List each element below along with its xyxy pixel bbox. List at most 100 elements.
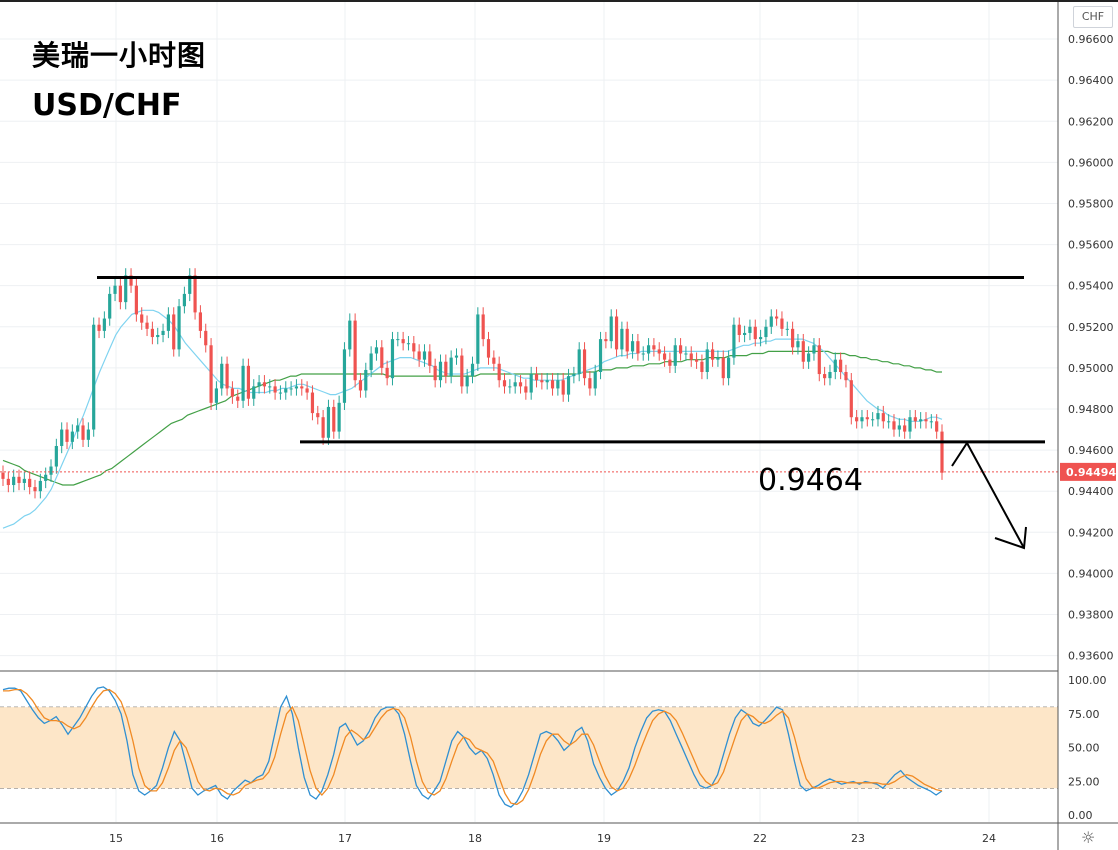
candle-body: [871, 419, 875, 421]
chart-annotation-title: 美瑞一小时图: [32, 39, 207, 72]
candle-body: [428, 351, 432, 366]
x-tick-label: 22: [753, 832, 767, 845]
candle-body: [374, 347, 379, 354]
candle-body: [828, 371, 832, 379]
candle-body: [108, 293, 112, 319]
candle-body: [60, 429, 64, 446]
candle-body: [630, 341, 635, 352]
stochastic-band: [0, 707, 1058, 789]
candle-body: [833, 359, 837, 372]
candle-body: [769, 316, 773, 327]
candle-body: [156, 335, 160, 338]
candle-body: [561, 380, 565, 395]
candle-body: [636, 341, 640, 354]
candle-body: [598, 339, 603, 372]
candle-body: [172, 314, 176, 350]
candle-body: [220, 363, 224, 389]
candle-body: [380, 347, 384, 368]
candle-body: [369, 353, 373, 370]
candle-body: [513, 382, 517, 387]
candle-body: [150, 328, 154, 338]
candle-body: [417, 351, 421, 360]
candle-body: [300, 386, 304, 389]
candle-body: [390, 339, 395, 379]
candle-body: [502, 380, 507, 387]
candle-body: [614, 316, 619, 350]
y-tick-label: 0.94400: [1068, 485, 1114, 498]
candle-body: [609, 316, 613, 342]
stoch-y-tick-label: 75.00: [1068, 708, 1100, 721]
candle-body: [6, 478, 10, 486]
candle-body: [497, 363, 501, 381]
candle-body: [849, 380, 853, 418]
candle-body: [406, 343, 411, 345]
stoch-y-tick-label: 100.00: [1068, 674, 1107, 687]
candle-body: [593, 371, 597, 389]
candle-body: [289, 388, 293, 390]
candle-body: [273, 386, 277, 393]
candle-body: [855, 417, 859, 422]
candle-body: [748, 326, 752, 333]
candle-body: [897, 425, 901, 430]
candle-body: [839, 359, 843, 372]
candle-body: [204, 330, 208, 346]
candle-body: [262, 382, 267, 387]
candle-body: [161, 330, 165, 335]
candle-body: [433, 365, 437, 381]
candle-body: [673, 345, 677, 366]
stoch-k-line: [2, 686, 943, 808]
candle-body: [113, 285, 117, 294]
candle-body: [529, 374, 533, 393]
symbol-badge[interactable]: CHF: [1073, 6, 1113, 28]
chart-annotation-symbol: USD/CHF: [32, 88, 182, 123]
candle-body: [732, 324, 736, 358]
candle-body: [726, 357, 731, 379]
candle-body: [876, 413, 880, 420]
candle-body: [817, 345, 821, 375]
x-tick-label: 19: [597, 832, 611, 845]
candle-body: [545, 380, 549, 383]
candle-body: [422, 351, 427, 360]
x-tick-label: 18: [468, 832, 482, 845]
candle-body: [454, 355, 459, 358]
candle-body: [678, 345, 683, 354]
candle-body: [721, 357, 725, 379]
candle-body: [823, 374, 827, 379]
candle-body: [657, 349, 661, 354]
candle-body: [540, 380, 544, 383]
y-tick-label: 0.95200: [1068, 321, 1114, 334]
candle-body: [326, 406, 331, 438]
candle-body: [177, 306, 181, 350]
candle-body: [550, 380, 555, 389]
candle-body: [140, 314, 144, 323]
candle-body: [641, 353, 645, 355]
candle-body: [54, 445, 58, 467]
candle-body: [438, 361, 443, 381]
candle-body: [572, 374, 576, 377]
candle-body: [310, 392, 315, 414]
candle-body: [348, 320, 352, 350]
candle-body: [1, 472, 5, 479]
y-tick-label: 0.93800: [1068, 609, 1114, 622]
current-price-tag: [1060, 462, 1116, 481]
candle-body: [321, 417, 325, 438]
candle-body: [903, 425, 907, 432]
candle-body: [236, 396, 240, 401]
candle-body: [556, 380, 560, 389]
candle-body: [182, 293, 186, 307]
y-tick-label: 0.96000: [1068, 156, 1114, 169]
y-tick-label: 0.94800: [1068, 403, 1114, 416]
candle-body: [385, 367, 389, 379]
candle-body: [465, 376, 469, 387]
candle-body: [518, 382, 523, 387]
settings-gear-icon[interactable]: ☼: [1081, 828, 1096, 847]
candle-body: [268, 386, 272, 388]
candle-body: [780, 318, 784, 329]
stoch-y-tick-label: 0.00: [1068, 809, 1093, 822]
candle-body: [118, 285, 122, 303]
candle-body: [791, 328, 795, 348]
candle-body: [764, 326, 768, 338]
candle-body: [908, 417, 912, 432]
